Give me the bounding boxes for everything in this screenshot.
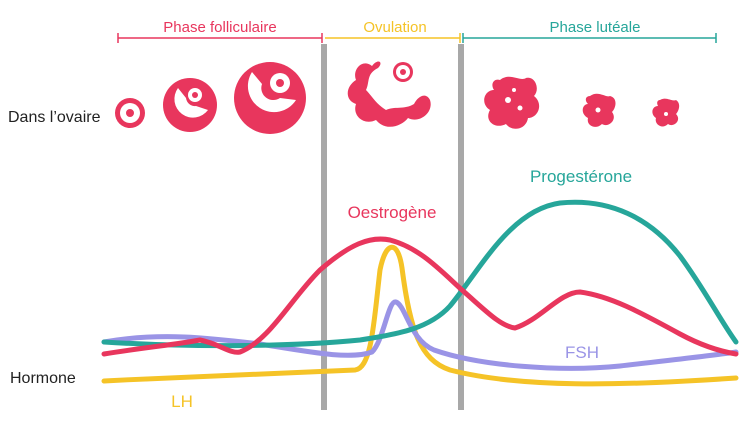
follicle-small-icon: [115, 98, 145, 128]
progesterone-curve: [101, 199, 739, 349]
lh-curve: [101, 244, 739, 387]
corpus-albicans-icon: [652, 98, 680, 127]
phase-bracket-luteal: Phase lutéale: [462, 19, 717, 43]
progesterone-label: Progestérone: [530, 167, 632, 186]
ruptured-follicle-icon: [347, 61, 431, 127]
phase-bracket-ovulation: Ovulation: [325, 19, 461, 43]
phase-label-follicular: Phase folliculaire: [163, 19, 276, 36]
lh-label: LH: [171, 392, 193, 411]
corpus-luteum-medium-icon: [582, 93, 616, 127]
hormone-row-label: Hormone: [10, 370, 76, 387]
phase-bracket-follicular: Phase folliculaire: [117, 19, 323, 43]
corpus-luteum-large-icon: [484, 76, 540, 129]
estrogen-label: Oestrogène: [348, 203, 437, 222]
follicle-large-icon: [234, 62, 306, 134]
ovary-row-label: Dans l’ovaire: [8, 109, 101, 126]
estrogen-curve: [101, 236, 739, 357]
fsh-label: FSH: [565, 343, 599, 362]
phase-label-ovulation: Ovulation: [363, 19, 426, 36]
follicle-medium-icon: [163, 78, 217, 132]
fsh-curve: [101, 299, 739, 371]
phase-label-luteal: Phase lutéale: [550, 19, 641, 36]
